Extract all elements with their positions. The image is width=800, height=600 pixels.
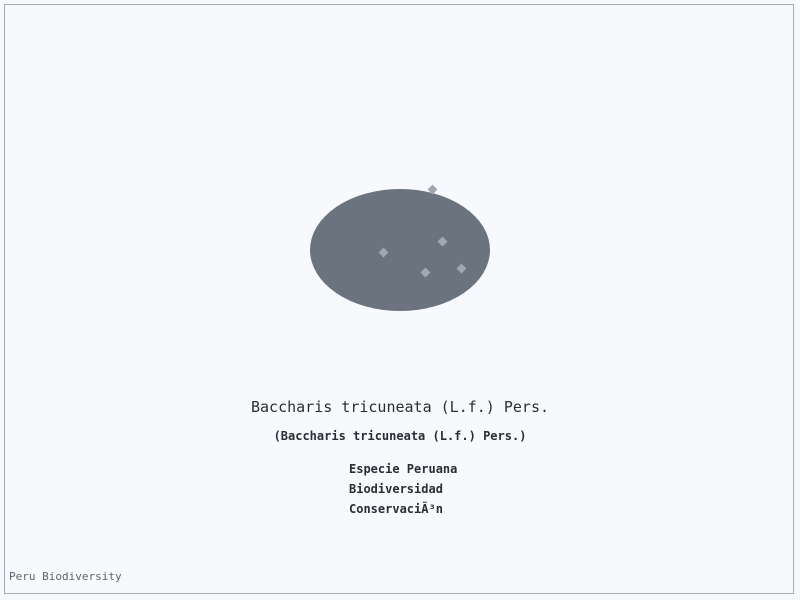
- specimen-blob: [310, 189, 490, 311]
- tag-item: ConservaciÃ³n: [349, 502, 443, 516]
- species-title: Baccharis tricuneata (L.f.) Pers.: [250, 398, 549, 416]
- species-illustration: [310, 184, 490, 311]
- tag-item: Especie Peruana: [349, 462, 458, 476]
- tag-item: Biodiversidad: [349, 482, 443, 496]
- species-subtitle: (Baccharis tricuneata (L.f.) Pers.): [273, 429, 527, 443]
- footer-credit: Peru Biodiversity: [9, 570, 122, 583]
- tag-list: Especie Peruana Biodiversidad Conservaci…: [349, 459, 457, 519]
- specimen-dot: [378, 247, 389, 258]
